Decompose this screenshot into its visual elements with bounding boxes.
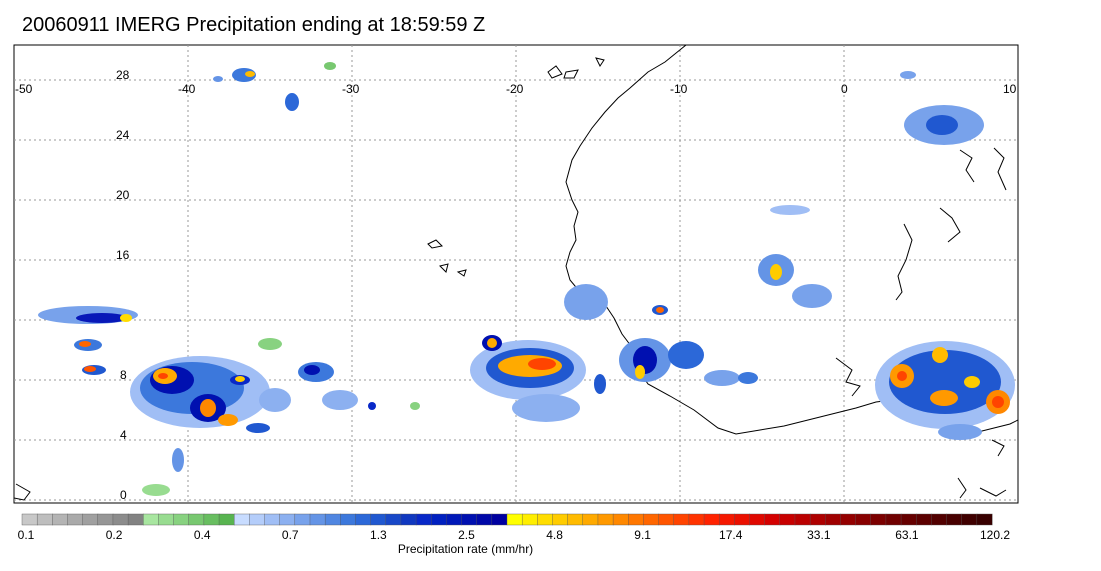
- colorbar-swatch: [794, 513, 811, 526]
- colorbar-swatch: [764, 513, 781, 526]
- colorbar-swatch: [340, 513, 356, 526]
- colorbar-swatch: [779, 513, 796, 526]
- colorbar-swatch: [612, 513, 629, 526]
- colorbar-swatch: [552, 513, 569, 526]
- colorbar-swatch: [415, 513, 432, 526]
- colorbar-swatch: [431, 513, 447, 526]
- colorbar-swatch: [885, 513, 902, 526]
- colorbar-swatch: [931, 513, 948, 526]
- colorbar-swatch: [446, 513, 463, 526]
- colorbar-swatch: [112, 513, 129, 526]
- colorbar-swatch: [734, 513, 751, 526]
- colorbar-swatch: [521, 513, 538, 526]
- colorbar-swatch: [476, 513, 493, 526]
- colorbar-swatch: [643, 513, 660, 526]
- colorbar-swatch: [294, 513, 311, 526]
- colorbar-swatch: [400, 513, 417, 526]
- colorbar-swatch: [703, 513, 720, 526]
- colorbar-swatch: [158, 513, 175, 526]
- colorbar-swatch: [173, 513, 190, 526]
- colorbar-swatch: [916, 513, 932, 526]
- colorbar-swatch: [233, 513, 250, 526]
- colorbar-swatch: [36, 513, 53, 526]
- colorbar-swatch: [582, 513, 599, 526]
- colorbar-swatch: [461, 513, 478, 526]
- map-title: 20060911 IMERG Precipitation ending at 1…: [22, 14, 486, 36]
- colorbar-swatch: [370, 513, 387, 526]
- colorbar-swatch: [67, 513, 84, 526]
- colorbar-swatch: [658, 513, 675, 526]
- colorbar-title: Precipitation rate (mm/hr): [0, 542, 1101, 556]
- colorbar-swatch: [567, 513, 584, 526]
- colorbar-swatch: [97, 513, 114, 526]
- colorbar-swatch: [264, 513, 281, 526]
- colorbar-swatch: [537, 513, 553, 526]
- colorbar-swatch: [809, 513, 826, 526]
- colorbar-swatch: [188, 513, 205, 526]
- colorbar-swatch: [143, 513, 159, 526]
- colorbar-swatch: [946, 513, 963, 526]
- colorbar-swatch: [218, 513, 235, 526]
- colorbar-swatch: [279, 513, 296, 526]
- colorbar-swatch: [127, 513, 144, 526]
- colorbar-swatch: [309, 513, 326, 526]
- colorbar-swatch: [324, 513, 341, 526]
- colorbar-swatch: [249, 513, 265, 526]
- colorbar-swatch: [749, 513, 766, 526]
- map-frame: [13, 44, 1019, 504]
- colorbar-swatch: [825, 513, 841, 526]
- colorbar-swatch: [976, 513, 993, 526]
- colorbar-swatch: [203, 513, 220, 526]
- colorbar-label: Precipitation rate (mm/hr): [397, 542, 534, 556]
- colorbar-swatch: [385, 513, 402, 526]
- colorbar-swatch: [900, 513, 917, 526]
- colorbar-swatch: [718, 513, 735, 526]
- colorbar-swatch: [870, 513, 887, 526]
- colorbar-swatch: [597, 513, 614, 526]
- colorbar-swatch: [355, 513, 372, 526]
- colorbar-swatch: [673, 513, 690, 526]
- colorbar-swatch: [688, 513, 705, 526]
- colorbar-swatch: [82, 513, 99, 526]
- colorbar-swatch: [628, 513, 644, 526]
- colorbar: [21, 513, 993, 526]
- colorbar-swatch: [21, 513, 38, 526]
- colorbar-swatch: [840, 513, 857, 526]
- colorbar-swatch: [52, 513, 68, 526]
- colorbar-swatch: [506, 513, 523, 526]
- colorbar-swatch: [491, 513, 508, 526]
- precipitation-field: [38, 62, 1015, 496]
- colorbar-swatch: [961, 513, 978, 526]
- colorbar-swatch: [855, 513, 872, 526]
